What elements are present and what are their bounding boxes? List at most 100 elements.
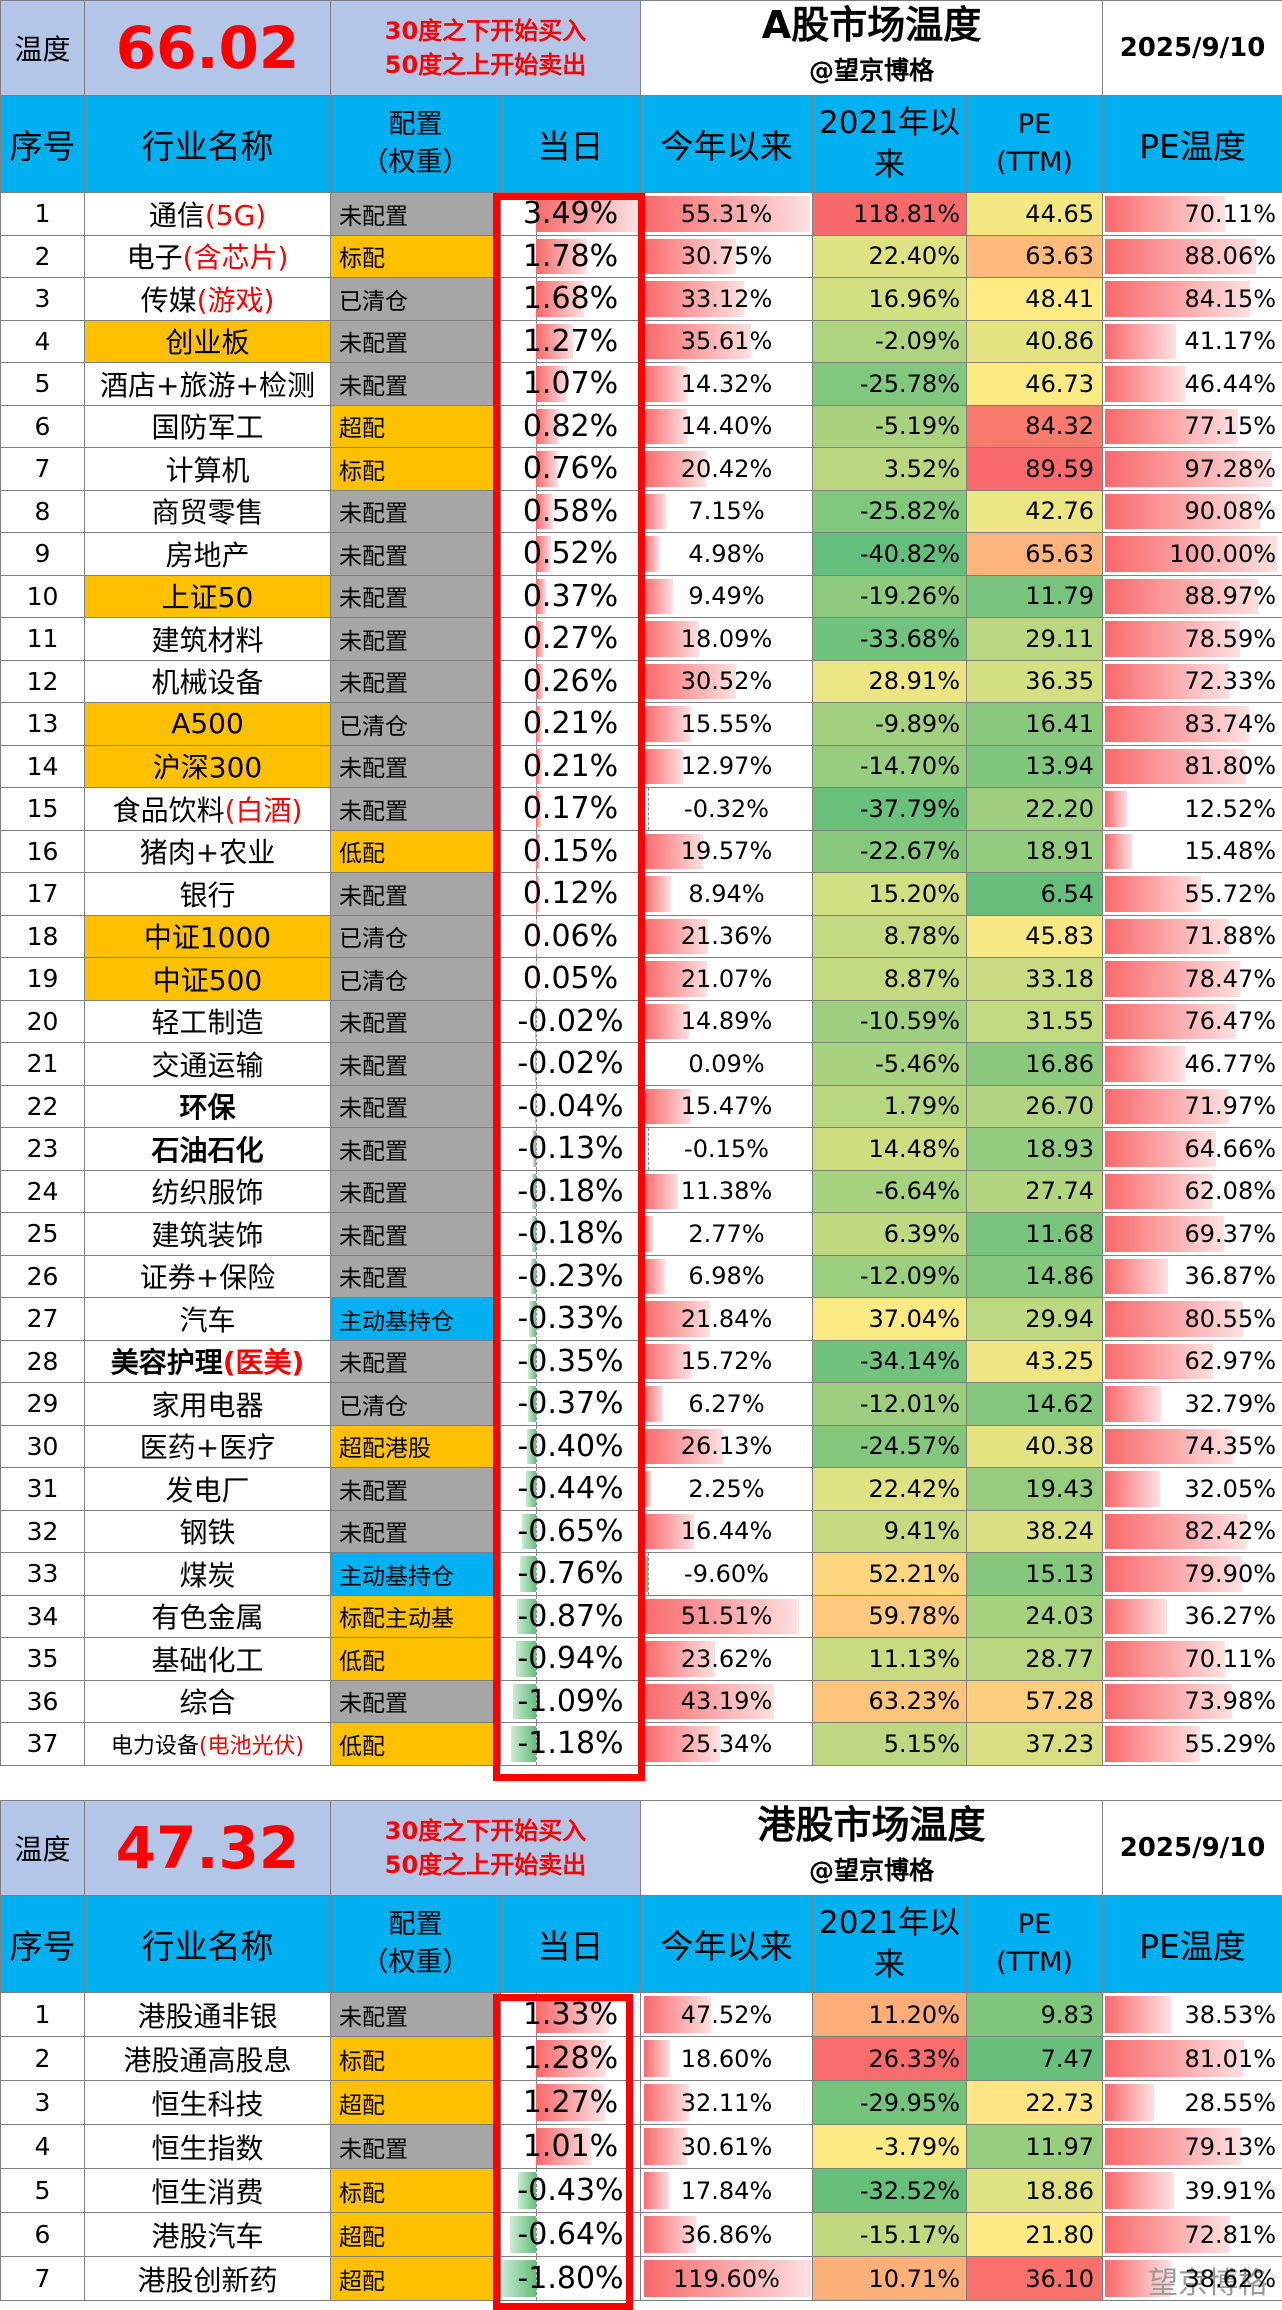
industry-name: 中证1000 [84,914,331,958]
pe-temperature-value: 69.37% [1184,1219,1277,1248]
ytd-change-cell: 47.52% [640,1992,813,2037]
pe-ttm-cell: 26.70 [965,1084,1104,1128]
since-2021-cell: 52.21% [812,1552,967,1596]
pe-temperature-value: 46.44% [1184,369,1277,398]
day-change-value: 1.78% [522,238,619,274]
day-axis [535,1510,537,1552]
ytd-change-value: 8.94% [688,879,765,908]
ytd-change-cell: 17.84% [640,2168,813,2213]
industry-name-text: 钢铁 [179,1516,236,1550]
allocation-cell: 超配港股 [330,1424,501,1468]
day-change-bar [535,578,547,614]
pe-ttm-cell: 13.94 [965,744,1104,788]
ytd-change-cell: 14.40% [640,404,813,448]
ytd-change-cell: 18.09% [640,617,813,661]
table-row: 15 食品饮料(白酒) 未配置 0.17% -0.32% -37.79% 22.20 12.5… [0,787,1282,831]
pe-temperature-cell: 88.97% [1102,574,1282,618]
day-change-bar [531,1216,536,1252]
ytd-change-bar [644,1598,799,1634]
day-change-bar [515,1641,536,1677]
day-change-value: -0.02% [517,1046,624,1082]
ytd-change-value: 16.44% [680,1517,773,1546]
date-cell: 2025/9/10 [1102,0,1282,96]
table-title: 港股市场温度 @望京博格 [639,1800,1104,1896]
since-2021-cell: 14.48% [812,1127,967,1171]
day-change-value: 0.37% [522,578,619,614]
ytd-change-cell: 8.94% [640,872,813,916]
pe-ttm-cell: 65.63 [965,532,1104,576]
pe-temperature-value: 15.48% [1184,837,1277,866]
ytd-change-cell: 6.98% [640,1254,813,1298]
ytd-change-cell: 12.97% [640,744,813,788]
pe-temperature-bar [1105,1598,1168,1634]
ytd-change-cell: 43.19% [640,1679,813,1723]
pe-temperature-value: 64.66% [1184,1134,1277,1163]
column-header-row: 序号 行业名称 配置 （权重） 当日 今年以来 2021年以来 PE (TTM) P… [0,1895,1282,1993]
ytd-change-bar [644,1726,721,1762]
day-change-bar [535,238,588,274]
pe-temperature-value: 32.05% [1184,1474,1277,1503]
ytd-change-cell: -0.32% [640,787,813,831]
since-2021-cell: -2.09% [812,319,967,363]
day-change-cell: 0.37% [500,574,641,618]
pe-temperature-cell: 81.01% [1102,2036,1282,2081]
ytd-change-value: 32.11% [680,2088,773,2117]
industry-name-text: 港股汽车 [151,2219,264,2253]
industry-name: 沪深300 [84,744,331,788]
day-change-value: -0.87% [517,1598,624,1634]
pe-temperature-cell: 69.37% [1102,1212,1282,1256]
since-2021-cell: -34.14% [812,1339,967,1383]
pe-temperature-bar [1105,238,1257,274]
allocation-cell: 主动基持仓 [330,1552,501,1596]
day-change-value: -0.76% [517,1556,624,1592]
col-allocation-l2: （权重） [361,1947,470,1978]
day-change-cell: 0.21% [500,702,641,746]
ytd-change-value: 23.62% [680,1644,773,1673]
row-index: 24 [0,1169,85,1213]
industry-name: 纺织服饰 [84,1169,331,1213]
row-index: 27 [0,1297,85,1341]
ytd-change-cell: 30.75% [640,234,813,278]
since-2021-cell: -14.70% [812,744,967,788]
ytd-change-cell: 4.98% [640,532,813,576]
pe-temperature-value: 32.79% [1184,1389,1277,1418]
industry-name: 综合 [84,1679,331,1723]
ytd-change-bar [644,238,737,274]
industry-name: 通信(5G) [84,192,331,236]
since-2021-cell: -24.57% [812,1424,967,1468]
day-change-cell: -0.18% [500,1212,641,1256]
table-row: 24 纺织服饰 未配置 -0.18% 11.38% -6.64% 27.74 62.08% [0,1169,1282,1213]
pe-ttm-cell: 36.35 [965,659,1104,703]
table-row: 32 钢铁 未配置 -0.65% 16.44% 9.41% 38.24 82.42% [0,1509,1282,1553]
industry-name-text: 港股创新药 [137,2263,278,2297]
pe-temperature-value: 80.55% [1184,1304,1277,1333]
ytd-change-bar [644,748,684,784]
ytd-change-bar [644,918,709,954]
day-change-value: -0.02% [517,1003,624,1039]
day-axis [535,1213,537,1255]
pe-temperature-cell: 80.55% [1102,1297,1282,1341]
since-2021-cell: 3.52% [812,447,967,491]
pe-ttm-cell: 22.20 [965,787,1104,831]
day-change-cell: 0.58% [500,489,641,533]
pe-temperature-bar [1105,1216,1225,1252]
industry-name-text: 环保 [179,1091,236,1125]
pe-temperature-cell: 32.05% [1102,1467,1282,1511]
pe-ttm-cell: 40.38 [965,1424,1104,1468]
day-change-bar [518,2172,536,2209]
ytd-change-bar [644,1428,723,1464]
industry-name: 计算机 [84,447,331,491]
ytd-change-value: 0.09% [688,1049,765,1078]
day-axis [535,1595,537,1637]
industry-name-text: 中证1000 [143,921,272,955]
ytd-change-cell: 30.52% [640,659,813,703]
allocation-cell: 标配 [330,447,501,491]
row-index: 16 [0,829,85,873]
day-change-value: 0.82% [522,408,619,444]
day-axis [535,2257,537,2300]
pe-temperature-bar [1105,876,1201,912]
industry-name: 传媒(游戏) [84,277,331,321]
allocation-cell: 未配置 [330,192,501,236]
hk-share-table: 温度 47.32 30度之下开始买入 50度之上开始卖出 港股市场温度 @望京博… [0,1800,1282,2301]
day-change-cell: -0.33% [500,1297,641,1341]
